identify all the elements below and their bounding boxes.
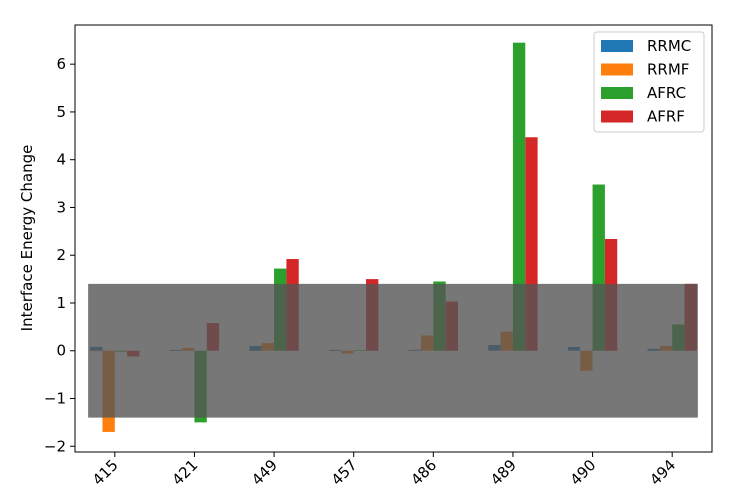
legend-label-afrc: AFRC — [647, 84, 686, 102]
legend-swatch-afrc — [601, 87, 633, 99]
y-tick-label: −1 — [44, 390, 66, 408]
bar-afrc-489 — [512, 42, 526, 351]
legend-label-rrmf: RRMF — [647, 61, 689, 79]
y-tick-label: 6 — [56, 55, 66, 73]
band-layer — [88, 283, 698, 418]
threshold-band — [88, 283, 698, 418]
legend: RRMC RRMF AFRC AFRF — [593, 31, 705, 133]
y-axis: −2 −1 0 1 2 3 4 5 6 — [44, 55, 75, 455]
legend-swatch-afrf — [601, 110, 633, 123]
y-tick-label: 1 — [56, 294, 66, 312]
plot-frame — [74, 24, 713, 453]
y-tick-label: 0 — [56, 342, 66, 360]
legend-swatch-rrmf — [601, 63, 633, 76]
y-tick-label: −2 — [44, 437, 66, 455]
y-tick-label: 2 — [56, 246, 66, 264]
y-tick-label: 4 — [56, 151, 66, 169]
y-tick-label: 5 — [56, 103, 66, 121]
legend-label-rrmc: RRMC — [647, 37, 691, 55]
legend-swatch-rrmc — [601, 40, 633, 52]
legend-label-afrf: AFRF — [647, 108, 685, 126]
y-tick-label: 3 — [56, 198, 66, 216]
legend-box — [593, 31, 705, 133]
y-axis-label: Interface Energy Change — [18, 145, 36, 332]
